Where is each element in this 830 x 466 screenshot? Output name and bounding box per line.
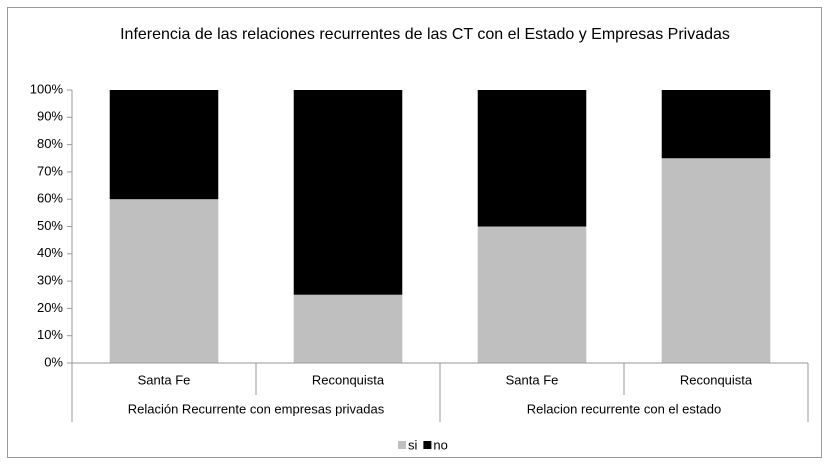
x-tick-label: Santa Fe — [506, 372, 559, 387]
bar-segment — [109, 199, 219, 363]
bar-segment — [293, 90, 403, 295]
bar-segment — [661, 90, 771, 159]
bar-segment — [661, 158, 771, 363]
legend-swatch — [423, 441, 432, 449]
legend-label: no — [433, 437, 447, 452]
y-tick-label: 80% — [37, 136, 63, 151]
x-tick-label: Reconquista — [680, 372, 753, 387]
y-tick-label: 10% — [37, 327, 63, 342]
legend-swatch — [398, 441, 406, 449]
bar-segment — [109, 90, 219, 200]
y-tick-label: 100% — [30, 81, 64, 96]
bar-segment — [477, 226, 587, 363]
y-tick-label: 50% — [37, 218, 63, 233]
bar-segment — [477, 90, 587, 227]
group-label: Relación Recurrente con empresas privada… — [128, 401, 385, 416]
x-tick-label: Reconquista — [312, 372, 385, 387]
y-tick-label: 20% — [37, 300, 63, 315]
legend-label: si — [408, 437, 418, 452]
x-tick-label: Santa Fe — [138, 372, 191, 387]
bar-segment — [293, 294, 403, 363]
group-label: Relacion recurrente con el estado — [527, 401, 721, 416]
y-tick-label: 30% — [37, 273, 63, 288]
y-tick-label: 90% — [37, 109, 63, 124]
y-tick-label: 0% — [44, 354, 63, 369]
y-tick-label: 60% — [37, 191, 63, 206]
chart-title: Inferencia de las relaciones recurrentes… — [120, 26, 730, 43]
y-tick-label: 40% — [37, 245, 63, 260]
y-tick-label: 70% — [37, 163, 63, 178]
